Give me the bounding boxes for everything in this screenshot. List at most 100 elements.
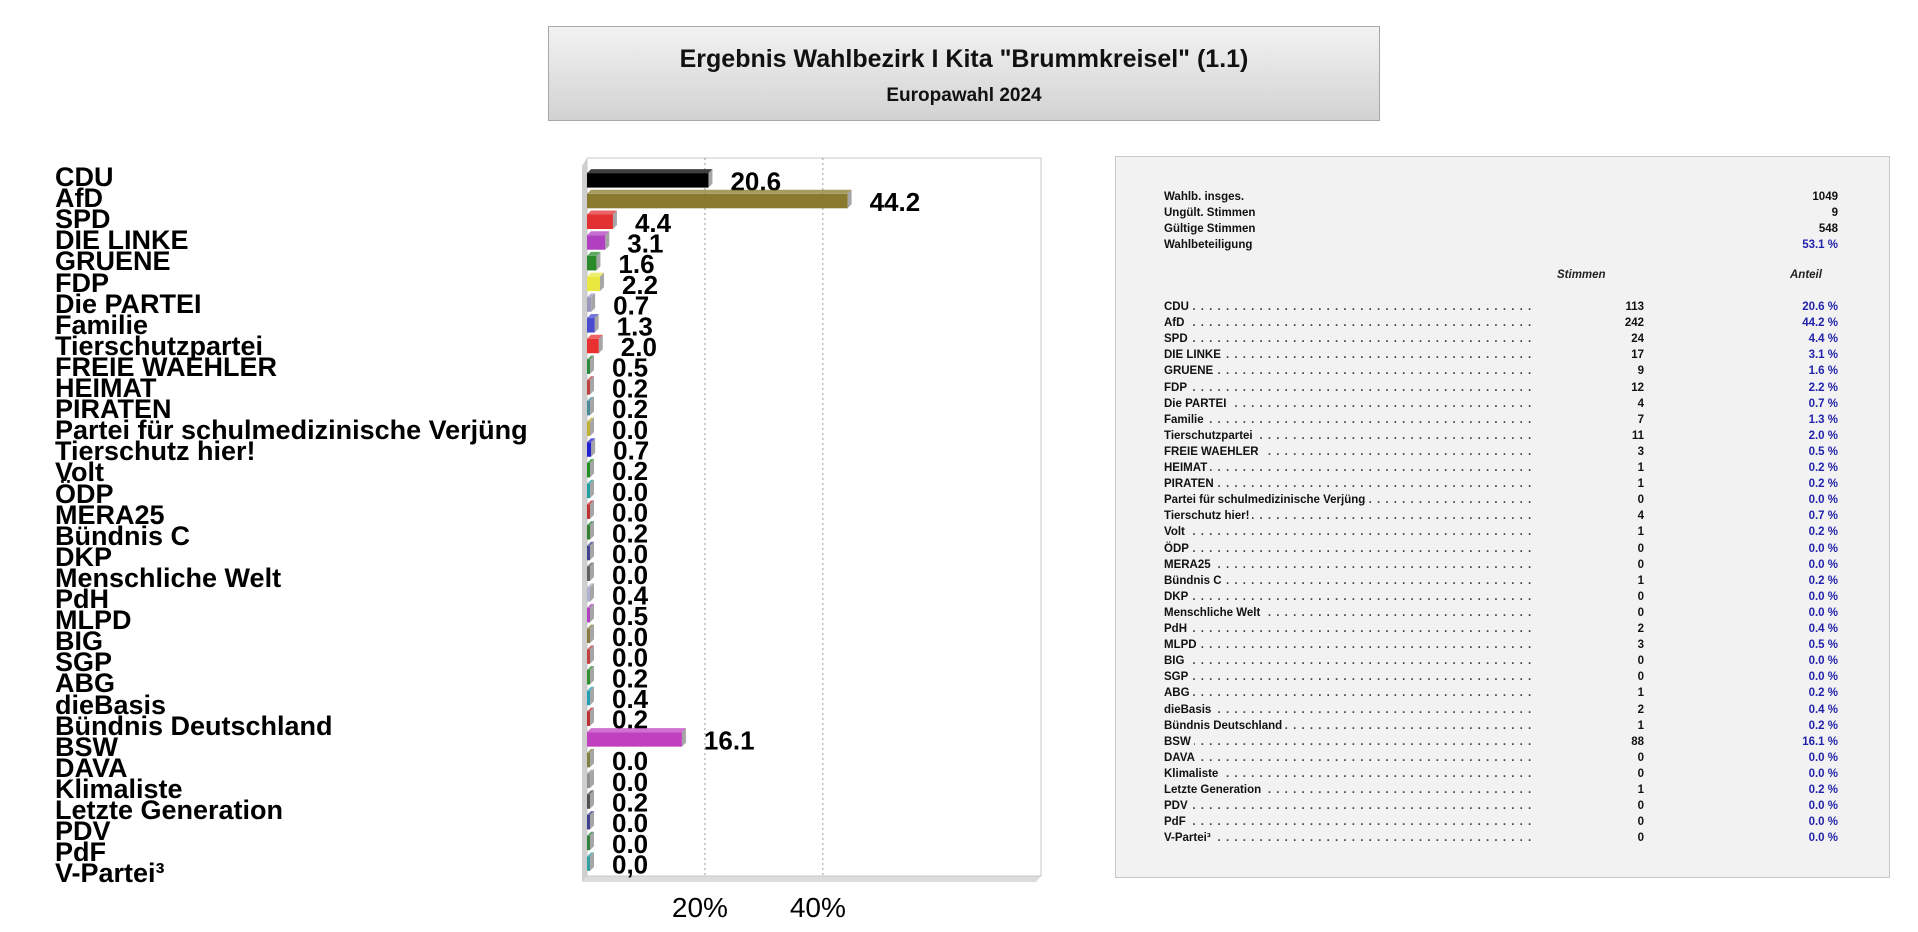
party-label: BIG: [55, 626, 104, 657]
row-share: 53.1 %: [1802, 239, 1838, 251]
table-row: . . . . . . . . . . . . . . . . . . . . …: [1164, 558, 1844, 575]
bar-value-label: 0.0: [612, 746, 648, 776]
bar-side-face: [590, 479, 594, 499]
row-share: 0.0 %: [1808, 606, 1838, 619]
bar-value-label: 0.0: [612, 767, 648, 797]
bar-side-face: [591, 438, 596, 457]
leader-dots: . . . . . . . . . . . . . . . . . . . . …: [1184, 397, 1533, 410]
bar-value-label: 44.2: [870, 187, 921, 217]
bar: [587, 835, 590, 851]
bar-value-label: 0.2: [612, 788, 648, 818]
bar-side-face: [612, 210, 617, 230]
row-share: 0.0 %: [1808, 767, 1838, 780]
bar-value-label: 0.2: [612, 373, 648, 403]
row-votes: 113: [1625, 301, 1644, 313]
table-row: . . . . . . . . . . . . . . . . . . . . …: [1164, 703, 1844, 720]
row-votes: 88: [1631, 735, 1644, 748]
bar-value-label: 0.0: [612, 560, 648, 590]
bar-value-label: 0.0: [612, 829, 648, 859]
bar-value-label: 0.2: [612, 518, 648, 548]
row-share: 0.2 %: [1808, 574, 1838, 587]
row-label: MLPD: [1164, 639, 1200, 652]
row-share: 0.0 %: [1808, 494, 1838, 507]
bar-value-label: 2.0: [621, 332, 657, 362]
row-label: ÖDP: [1164, 542, 1192, 555]
row-share: 4.4 %: [1808, 333, 1838, 346]
summary-row: Wahlbeteiligung 53.1 %: [1164, 239, 1844, 255]
bar-top-face: [587, 603, 594, 608]
row-share: 0.0 %: [1808, 800, 1838, 813]
leader-dots: . . . . . . . . . . . . . . . . . . . . …: [1184, 832, 1533, 845]
row-share: 1.3 %: [1808, 413, 1838, 426]
table-row: . . . . . . . . . . . . . . . . . . . . …: [1164, 606, 1844, 623]
bar: [587, 400, 590, 416]
plot-depth-bottom: [582, 876, 1041, 882]
row-label: GRUENE: [1164, 365, 1217, 378]
table-row: . . . . . . . . . . . . . . . . . . . . …: [1164, 542, 1844, 559]
bar-top-face: [587, 666, 594, 671]
bar-value-label: 0.0: [612, 643, 648, 673]
bar-side-face: [590, 417, 594, 437]
row-label: Bündnis C: [1164, 574, 1225, 587]
bar-side-face: [590, 748, 594, 768]
summary-row: Gültige Stimmen 548: [1164, 223, 1844, 239]
row-votes: 1: [1637, 526, 1644, 539]
bar-side-face: [598, 334, 603, 354]
row-votes: 0: [1637, 816, 1644, 829]
summary-row: Ungült. Stimmen 9: [1164, 207, 1844, 223]
row-votes: 9: [1831, 207, 1838, 219]
leader-dots: . . . . . . . . . . . . . . . . . . . . …: [1184, 767, 1533, 780]
row-share: 2.0 %: [1808, 429, 1838, 442]
bar-top-face: [587, 790, 594, 795]
row-share: 44.2 %: [1802, 317, 1838, 330]
page-title: Ergebnis Wahlbezirk I Kita "Brummkreisel…: [679, 45, 1249, 73]
party-label: Tierschutz hier!: [55, 436, 256, 467]
row-share: 0.0 %: [1808, 751, 1838, 764]
bar-top-face: [587, 769, 594, 774]
party-label: FDP: [55, 267, 109, 298]
table-row: . . . . . . . . . . . . . . . . . . . . …: [1164, 751, 1844, 768]
bar-top-face: [587, 728, 686, 733]
bar-top-face: [587, 541, 594, 546]
row-votes: 1: [1637, 784, 1644, 796]
bar-value-label: 0.5: [612, 601, 648, 631]
party-label: Menschliche Welt: [55, 562, 282, 593]
row-votes: 0: [1637, 671, 1644, 684]
row-label: Letzte Generation: [1164, 784, 1265, 796]
table-row: . . . . . . . . . . . . . . . . . . . . …: [1164, 687, 1844, 703]
bar-side-face: [681, 728, 686, 747]
leader-dots: . . . . . . . . . . . . . . . . . . . . …: [1184, 510, 1533, 523]
table-row: . . . . . . . . . . . . . . . . . . . . …: [1164, 671, 1844, 687]
row-label: V-Partei³: [1164, 832, 1214, 845]
bar-side-face: [605, 231, 610, 250]
party-label: SPD: [55, 204, 111, 235]
leader-dots: . . . . . . . . . . . . . . . . . . . . …: [1184, 462, 1533, 474]
leader-dots: . . . . . . . . . . . . . . . . . . . . …: [1184, 703, 1533, 716]
row-label: Familie: [1164, 413, 1207, 426]
bar-value-label: 0,0: [612, 850, 648, 880]
table-row: . . . . . . . . . . . . . . . . . . . . …: [1164, 574, 1844, 591]
bar: [587, 670, 590, 685]
bar-side-face: [590, 562, 594, 582]
bar-value-label: 16.1: [704, 725, 755, 755]
party-label: MLPD: [55, 605, 132, 636]
bar-value-label: 4.4: [635, 208, 672, 238]
table-row: . . . . . . . . . . . . . . . . . . . . …: [1164, 429, 1844, 446]
bar: [587, 380, 590, 395]
row-share: 0.0 %: [1808, 832, 1838, 845]
bar-value-label: 0.7: [613, 291, 649, 321]
leader-dots: . . . . . . . . . . . . . . . . . . . . …: [1184, 478, 1533, 491]
leader-dots: . . . . . . . . . . . . . . . . . . . . …: [1184, 333, 1533, 346]
bar: [587, 255, 597, 271]
bar: [587, 173, 709, 188]
row-share: 0.0 %: [1808, 671, 1838, 684]
bar: [587, 359, 590, 374]
row-label: PdH: [1164, 623, 1190, 635]
row-share: 0.4 %: [1808, 703, 1838, 716]
bar-value-label: 0.0: [612, 477, 648, 507]
bar: [587, 235, 606, 250]
summary-row: Wahlb. insges. 1049: [1164, 191, 1844, 207]
table-row: . . . . . . . . . . . . . . . . . . . . …: [1164, 445, 1844, 462]
bar-top-face: [587, 645, 594, 650]
